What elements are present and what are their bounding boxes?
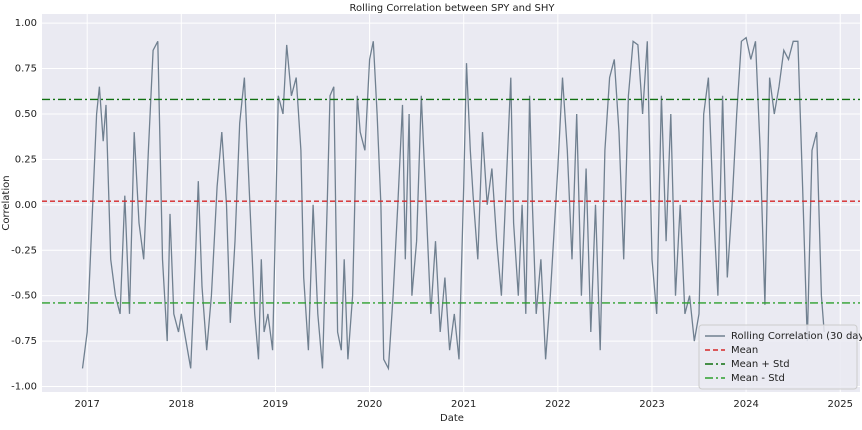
legend: Rolling Correlation (30 days) Mean Mean + … (698, 324, 862, 390)
x-tick-label: 2021 (451, 399, 476, 410)
y-tick-label: 0.25 (15, 154, 37, 165)
legend-label: Mean + Std (731, 359, 790, 370)
legend-label: Rolling Correlation (30 days) (731, 331, 862, 342)
x-tick-label: 2025 (828, 399, 853, 410)
y-tick-label: -1.00 (11, 382, 37, 393)
x-tick-label: 2020 (357, 399, 382, 410)
legend-label: Mean (731, 345, 758, 356)
y-tick-label: -0.75 (11, 336, 37, 347)
y-tick-label: 0.00 (15, 200, 37, 211)
y-tick-label: -0.25 (11, 245, 37, 256)
line-series (81, 36, 825, 371)
legend-box (698, 324, 858, 390)
x-tick-label: 2024 (733, 399, 758, 410)
x-tick-label: 2017 (74, 399, 99, 410)
legend-label: Mean - Std (731, 373, 785, 384)
x-axis-label: Date (440, 413, 464, 424)
y-tick-label: -0.50 (11, 291, 37, 302)
x-tick-label: 2023 (639, 399, 664, 410)
y-axis-label: Correlation (1, 175, 12, 230)
x-tick-label: 2019 (263, 399, 288, 410)
y-tick-label: 0.75 (15, 64, 37, 75)
y-tick-label: 0.50 (15, 109, 37, 120)
x-tick-label: 2022 (545, 399, 570, 410)
y-tick-label: 1.00 (15, 18, 37, 29)
x-tick-label: 2018 (169, 399, 194, 410)
chart-title: Rolling Correlation between SPY and SHY (350, 3, 556, 14)
